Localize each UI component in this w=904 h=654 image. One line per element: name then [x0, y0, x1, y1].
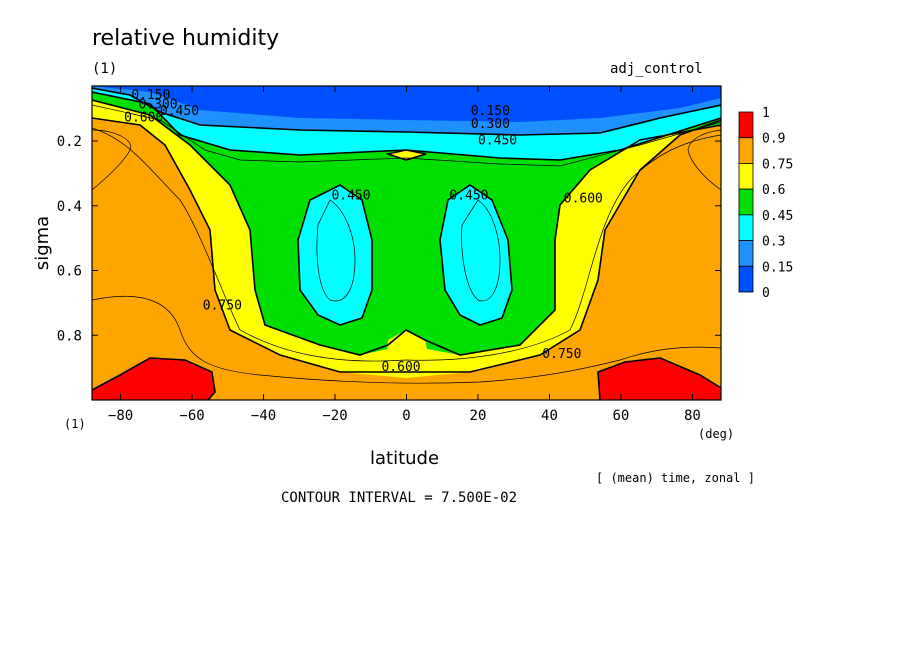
y-tick-label: 0.2 [57, 134, 82, 150]
averaging-note: [ (mean) time, zonal ] [596, 471, 755, 485]
contour-label: 0.600 [124, 111, 163, 126]
x-unit-label: (deg) [698, 427, 734, 441]
x-tick-label: 40 [541, 408, 558, 424]
contour-field [92, 86, 721, 400]
contour-label: 0.600 [381, 360, 420, 375]
fill-0-0.15 [92, 86, 721, 122]
y-axis-label: sigma [32, 216, 53, 270]
colorbar-swatch [738, 240, 754, 267]
x-tick-label: −80 [108, 408, 133, 424]
colorbar-swatch [738, 265, 754, 293]
contour-label: 0.750 [542, 347, 581, 362]
fill-0.6-0.75-center [386, 330, 432, 372]
x-tick-label: −60 [179, 408, 204, 424]
x-tick-label: 80 [684, 408, 701, 424]
y-tick-label: 0.4 [57, 199, 82, 215]
y-tick-label: 0.8 [57, 328, 82, 344]
colorbar: 1 0.9 0.75 0.6 0.45 0.3 0.15 0 [738, 106, 793, 301]
x-tick-label: −20 [322, 408, 347, 424]
colorbar-label: 0.6 [762, 183, 785, 198]
fill-0.9-1-right [598, 358, 721, 400]
contour-label: 0.600 [564, 192, 603, 207]
colorbar-label: 0.9 [762, 132, 785, 147]
contour-label: 0.150 [471, 104, 510, 119]
x-tick-label: 20 [470, 408, 487, 424]
x-tick-label: −40 [251, 408, 276, 424]
y-axis: 0.2 0.4 0.6 0.8 [57, 134, 721, 344]
colorbar-label: 0.75 [762, 157, 793, 172]
colorbar-swatch [738, 214, 754, 241]
chart-title: relative humidity [92, 26, 279, 51]
colorbar-swatch [738, 111, 754, 139]
contour-label: 0.300 [138, 98, 177, 113]
left-marker: (1) [64, 417, 86, 431]
colorbar-swatch [738, 188, 754, 216]
x-axis-label: latitude [370, 448, 439, 469]
contour-label: 0.750 [203, 298, 242, 313]
y-tick-label: 0.6 [57, 264, 82, 280]
contour-label: 0.300 [471, 117, 510, 132]
x-axis: −80 −60 −40 −20 0 20 40 60 80 [108, 86, 701, 424]
colorbar-label: 0.15 [762, 260, 793, 275]
contour-label: 0.450 [449, 188, 488, 203]
colorbar-label: 1 [762, 106, 770, 121]
contour-interval: CONTOUR INTERVAL = 7.500E-02 [281, 490, 517, 506]
contour-label: 0.150 [131, 88, 170, 103]
colorbar-label: 0.45 [762, 209, 793, 224]
fill-0.3-0.45-left [298, 185, 372, 325]
contour-boundaries [92, 87, 721, 400]
x-tick-label: 0 [402, 408, 410, 424]
panel-id: (1) [92, 61, 117, 77]
colorbar-swatch [738, 163, 754, 190]
fill-0.3-0.45-right [440, 185, 512, 325]
x-tick-label: 60 [613, 408, 630, 424]
colorbar-label: 0 [762, 286, 770, 301]
fill-0.9-1-left [92, 358, 215, 400]
contour-label: 0.450 [331, 188, 370, 203]
contour-label: 0.450 [478, 133, 517, 148]
colorbar-label: 0.3 [762, 235, 785, 250]
colorbar-swatch [738, 137, 754, 164]
contour-label: 0.450 [160, 104, 199, 119]
run-name: adj_control [610, 61, 703, 77]
